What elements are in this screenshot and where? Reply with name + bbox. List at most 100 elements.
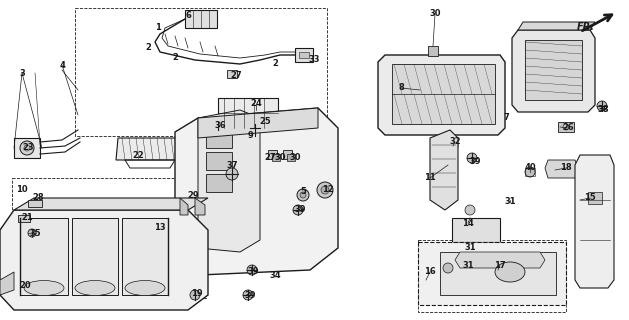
Polygon shape [195, 198, 205, 215]
Text: 39: 39 [469, 157, 481, 166]
Text: 39: 39 [244, 292, 256, 300]
Text: 38: 38 [598, 106, 609, 115]
Circle shape [226, 168, 238, 180]
Polygon shape [452, 218, 500, 242]
Bar [185, 10, 217, 28]
Polygon shape [20, 218, 68, 295]
Text: 32: 32 [449, 138, 461, 147]
Circle shape [525, 167, 535, 177]
Bar [428, 46, 438, 56]
Bar [287, 154, 295, 161]
Text: 10: 10 [16, 185, 28, 194]
Polygon shape [418, 242, 566, 305]
Text: 26: 26 [562, 124, 574, 132]
Polygon shape [198, 108, 318, 138]
Text: 24: 24 [250, 99, 262, 108]
Circle shape [190, 290, 200, 300]
Circle shape [448, 141, 458, 151]
Bar [75, 8, 327, 136]
Circle shape [465, 205, 475, 215]
Polygon shape [440, 252, 556, 295]
Bar [268, 150, 277, 159]
Text: 39: 39 [294, 205, 306, 214]
Polygon shape [28, 200, 42, 207]
Circle shape [293, 205, 303, 215]
Polygon shape [122, 218, 168, 295]
Circle shape [317, 182, 333, 198]
Text: 22: 22 [132, 150, 144, 159]
Polygon shape [512, 30, 595, 112]
Text: 13: 13 [154, 223, 166, 233]
Polygon shape [575, 155, 614, 288]
Text: 28: 28 [32, 193, 44, 202]
Polygon shape [218, 98, 278, 128]
Text: 1: 1 [155, 23, 161, 33]
Text: 19: 19 [191, 289, 203, 298]
Circle shape [28, 229, 36, 237]
Circle shape [321, 186, 329, 194]
Text: 31: 31 [462, 260, 474, 269]
Text: 23: 23 [22, 143, 34, 153]
Text: 11: 11 [424, 173, 436, 182]
Text: 6: 6 [185, 11, 191, 20]
Ellipse shape [213, 122, 223, 130]
Polygon shape [198, 110, 260, 252]
Text: 31: 31 [464, 244, 476, 252]
Circle shape [300, 192, 306, 198]
Polygon shape [0, 210, 208, 310]
Text: 37: 37 [226, 162, 238, 171]
Polygon shape [175, 108, 338, 275]
Text: 14: 14 [462, 219, 474, 228]
Ellipse shape [75, 281, 115, 295]
Polygon shape [14, 138, 40, 158]
Ellipse shape [24, 281, 64, 295]
Text: 25: 25 [259, 117, 271, 126]
Bar [283, 150, 292, 159]
Text: 27: 27 [264, 153, 276, 162]
Circle shape [250, 125, 260, 135]
Text: 16: 16 [424, 268, 436, 276]
Text: 35: 35 [29, 228, 41, 237]
Polygon shape [455, 252, 545, 268]
Text: 2: 2 [145, 44, 151, 52]
Ellipse shape [125, 281, 165, 295]
Text: 12: 12 [322, 186, 334, 195]
Polygon shape [0, 272, 14, 295]
Bar [588, 192, 602, 204]
Text: 31: 31 [504, 197, 516, 206]
Text: 18: 18 [560, 164, 572, 172]
Bar [525, 168, 535, 176]
Polygon shape [392, 64, 495, 124]
Text: 21: 21 [21, 212, 33, 221]
Bar [299, 52, 309, 58]
Text: 34: 34 [269, 270, 281, 279]
Text: 36: 36 [214, 122, 226, 131]
Text: 30: 30 [274, 154, 286, 163]
Circle shape [597, 101, 607, 111]
Text: 15: 15 [584, 194, 596, 203]
Bar [418, 240, 566, 312]
Bar [206, 152, 232, 170]
Polygon shape [72, 218, 118, 295]
Bar [272, 154, 280, 161]
Text: 2: 2 [272, 60, 278, 68]
Text: 33: 33 [308, 55, 320, 65]
Circle shape [297, 189, 309, 201]
Bar [227, 70, 237, 78]
Polygon shape [545, 160, 578, 178]
Text: 9: 9 [248, 132, 254, 140]
Circle shape [247, 265, 257, 275]
Polygon shape [518, 22, 595, 30]
Text: 27: 27 [230, 70, 242, 79]
Circle shape [20, 141, 34, 155]
Polygon shape [116, 138, 180, 160]
Polygon shape [14, 198, 208, 210]
Ellipse shape [495, 262, 525, 282]
Text: 40: 40 [524, 164, 536, 172]
Bar [12, 178, 206, 298]
Text: 5: 5 [300, 188, 306, 196]
Text: 30: 30 [429, 10, 441, 19]
Circle shape [443, 263, 453, 273]
Polygon shape [180, 198, 188, 215]
Text: 7: 7 [503, 114, 509, 123]
